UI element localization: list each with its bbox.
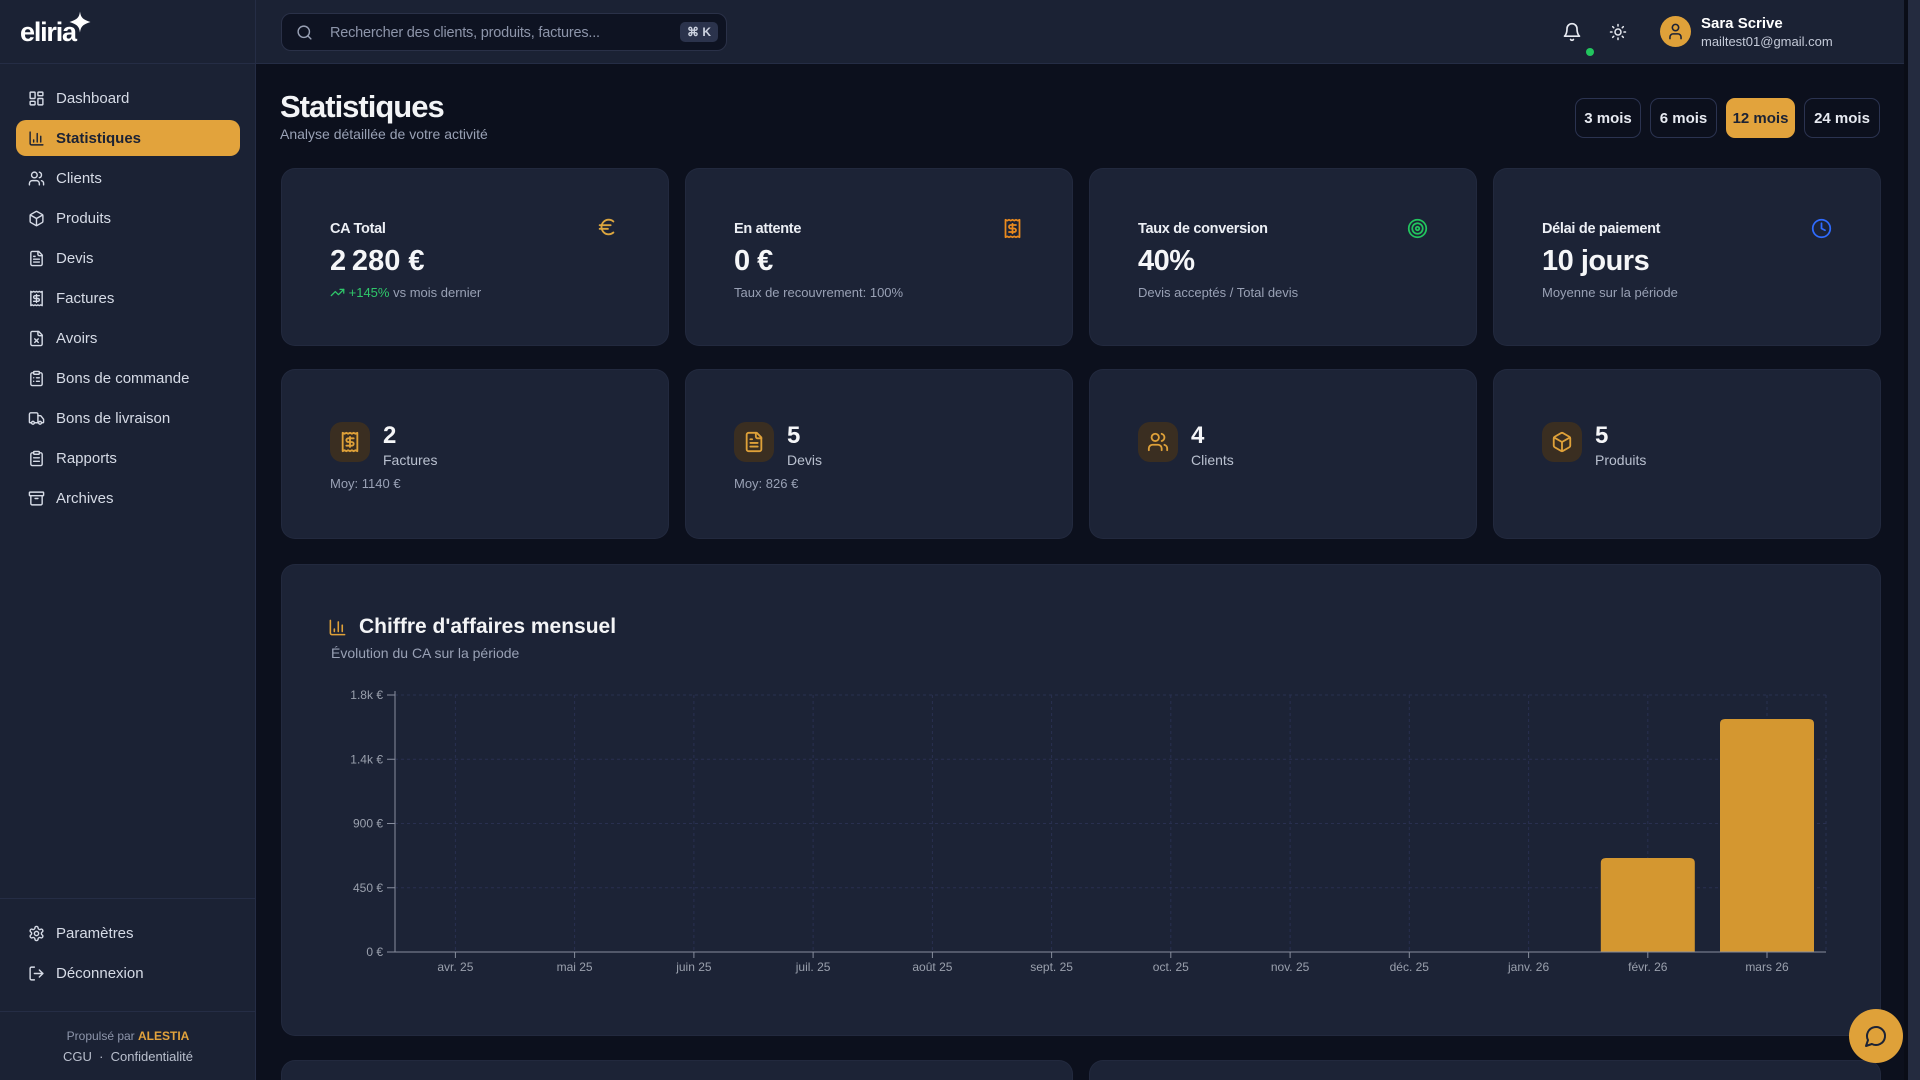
svg-text:1.8k €: 1.8k € <box>350 688 383 702</box>
svg-text:450 €: 450 € <box>353 881 383 895</box>
svg-text:sept. 25: sept. 25 <box>1030 960 1073 974</box>
svg-text:0 €: 0 € <box>366 945 383 959</box>
svg-text:mars 26: mars 26 <box>1745 960 1789 974</box>
svg-text:janv. 26: janv. 26 <box>1507 960 1549 974</box>
svg-text:févr. 26: févr. 26 <box>1628 960 1668 974</box>
svg-text:mai 25: mai 25 <box>557 960 593 974</box>
svg-text:avr. 25: avr. 25 <box>437 960 473 974</box>
svg-text:900 €: 900 € <box>353 817 383 831</box>
svg-text:juin 25: juin 25 <box>675 960 712 974</box>
svg-text:juil. 25: juil. 25 <box>795 960 831 974</box>
svg-text:1.4k €: 1.4k € <box>350 752 383 766</box>
svg-text:août 25: août 25 <box>912 960 952 974</box>
svg-text:nov. 25: nov. 25 <box>1271 960 1310 974</box>
svg-text:oct. 25: oct. 25 <box>1153 960 1189 974</box>
svg-text:déc. 25: déc. 25 <box>1390 960 1430 974</box>
